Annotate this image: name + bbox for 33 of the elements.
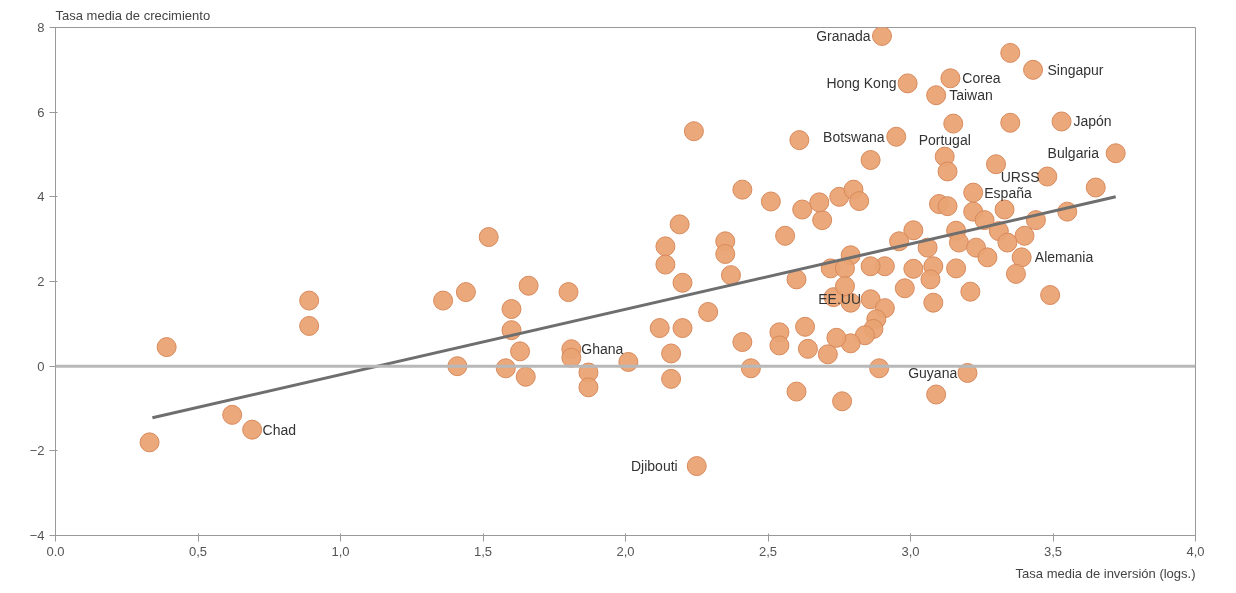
- x-tick-label: 4,0: [1186, 543, 1205, 559]
- annotation: Djibouti: [631, 458, 678, 475]
- annotation: Guyana: [908, 364, 958, 381]
- x-tick-label: 0.0: [46, 543, 65, 559]
- annotation: Hong Kong: [826, 75, 897, 92]
- x-tick-label: 2,5: [758, 543, 778, 559]
- annotation: Corea: [962, 70, 1001, 87]
- annotation: Chad: [262, 421, 297, 438]
- annotation: Alemania: [1034, 249, 1094, 266]
- y-tick-label: 8: [37, 20, 45, 35]
- x-tick-label: 3,5: [1043, 543, 1063, 559]
- annotation: Singapur: [1047, 61, 1104, 78]
- annotation: Japón: [1073, 113, 1112, 130]
- x-axis-title: Tasa media de inversión (logs.): [1015, 565, 1196, 581]
- y-tick-label: 4: [37, 189, 45, 205]
- y-tick-label: 6: [37, 104, 45, 120]
- y-tick-label: 0: [37, 358, 45, 374]
- annotation: Bulgaria: [1047, 145, 1100, 162]
- x-tick-label: 0,5: [188, 543, 208, 559]
- annotation: Ghana: [581, 341, 624, 358]
- annotation: Granada: [816, 27, 871, 44]
- y-tick-label: −4: [29, 528, 45, 543]
- annotation: Taiwan: [949, 87, 993, 104]
- annotation: Portugal: [918, 131, 971, 148]
- y-tick-label: 2: [37, 274, 45, 289]
- annotation: España: [984, 184, 1032, 201]
- x-tick-label: 2,0: [616, 543, 635, 559]
- x-tick-label: 1,5: [473, 543, 493, 559]
- y-axis-title: Tasa media de crecimiento: [55, 7, 211, 23]
- y-tick-label: −2: [29, 443, 45, 459]
- x-tick-label: 1,0: [331, 543, 350, 559]
- x-tick-label: 3,0: [901, 543, 920, 559]
- annotation: Botswana: [823, 128, 885, 145]
